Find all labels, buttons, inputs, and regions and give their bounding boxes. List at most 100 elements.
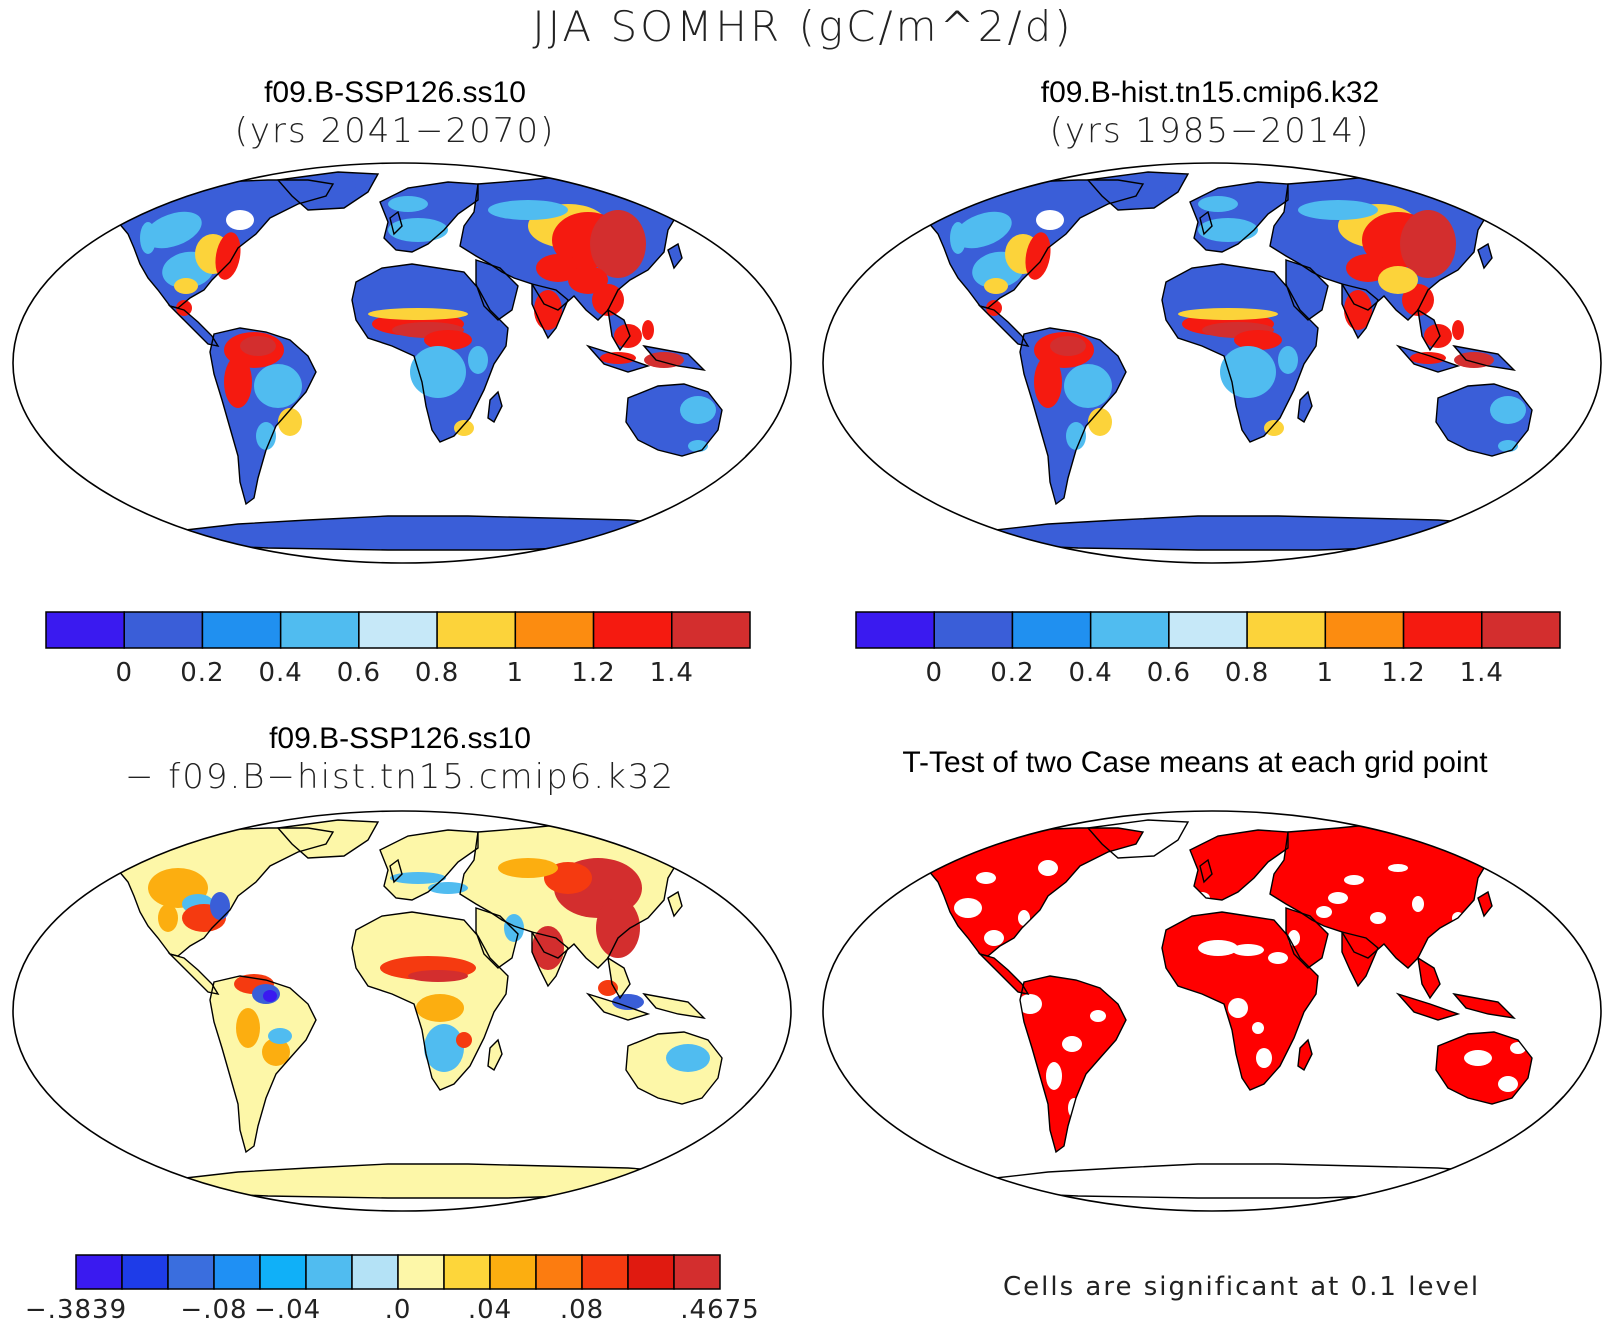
colorbar-label: 0.6 (1147, 658, 1191, 688)
colorbar-swatch (305, 1254, 353, 1290)
colorbar-label: 1 (507, 658, 525, 688)
years-range: (yrs 2041−2070) (234, 111, 556, 151)
significant-seAsia (1418, 958, 1440, 998)
colorbar-label: 0.6 (337, 658, 381, 688)
significant-asia (1270, 822, 1508, 968)
significant-indonesia1 (1398, 994, 1458, 1020)
colorbar-bottom-left: −.3839 −.08 −.04 .0 .04 .08 .4675 (25, 1254, 759, 1323)
map-frame (12, 810, 792, 1212)
land-centralAmerica (170, 306, 218, 346)
land-indonesia2 (644, 994, 704, 1018)
land-madagascar (488, 392, 502, 422)
significant-northAmerica (916, 828, 1143, 956)
colorbar-label: .08 (560, 1295, 604, 1323)
map-top-right (822, 162, 1602, 564)
colorbar-swatch (514, 611, 595, 649)
case-name: f09.B-SSP126.ss10 (269, 722, 531, 755)
colorbar-label: −.04 (254, 1295, 321, 1323)
panel-title-bottom-right: T-Test of two Case means at each grid po… (830, 748, 1560, 778)
significant-centralAmerica (980, 954, 1028, 994)
main-title: JJA SOMHR (gC/m^2/d) (532, 2, 1074, 51)
colorbar-swatch (673, 1254, 721, 1290)
map-frame (822, 810, 1602, 1212)
colorbar-swatch (75, 1254, 123, 1290)
colorbar-swatch (201, 611, 282, 649)
colorbar-label: .0 (385, 1295, 412, 1323)
case-name: f09.B-SSP126.ss10 (264, 76, 526, 109)
colorbar-swatch (1168, 611, 1248, 649)
map-frame (822, 162, 1602, 564)
land-antarctica (168, 516, 708, 550)
case-name: f09.B-hist.tn15.cmip6.k32 (1040, 76, 1380, 109)
colorbar-swatch (1324, 611, 1405, 649)
colorbar-label: 0.4 (1068, 658, 1112, 688)
colorbar-swatch (123, 611, 204, 649)
colorbar-label: 1 (1317, 658, 1335, 688)
panel-title-top-left: f09.B-SSP126.ss10 (yrs 2041−2070) (190, 76, 600, 151)
colorbar-top-left: 0 0.2 0.4 0.6 0.8 1 1.2 1.4 (45, 611, 751, 688)
colorbar-swatch (1402, 611, 1483, 649)
land-seAsia (608, 958, 630, 998)
map-top-left (12, 162, 792, 564)
colorbar-swatch (279, 611, 360, 649)
land-centralAmerica (980, 306, 1028, 346)
difference-label: − f09.B−hist.tn15.cmip6.k32 (124, 757, 676, 797)
colorbar-swatch (1246, 611, 1327, 649)
colorbar-label: 1.4 (650, 658, 694, 688)
colorbar-swatch (581, 1254, 629, 1290)
land-antarctica (978, 516, 1518, 550)
land-southAmerica (210, 976, 316, 1152)
colorbar-label: 0 (925, 658, 943, 688)
colorbar-label: 0 (115, 658, 133, 688)
colorbar-label: 0.2 (180, 658, 224, 688)
significant-india (1342, 932, 1378, 986)
colorbar-swatch (436, 611, 517, 649)
colorbar-label: .4675 (680, 1295, 759, 1323)
colorbar-label: 1.2 (1381, 658, 1425, 688)
colorbar-label: 1.4 (1460, 658, 1504, 688)
land-madagascar (1298, 392, 1312, 422)
colorbar-label: .04 (468, 1295, 512, 1323)
colorbar-swatch (535, 1254, 583, 1290)
colorbar-label: 0.2 (990, 658, 1034, 688)
colorbar-swatch (671, 611, 751, 649)
colorbar-swatch (213, 1254, 261, 1290)
panel-title-bottom-left: f09.B-SSP126.ss10 − f09.B−hist.tn15.cmip… (90, 722, 710, 797)
land-madagascar (488, 1040, 502, 1070)
land-greenland (278, 820, 378, 858)
colorbar-swatch (351, 1254, 399, 1290)
years-range: (yrs 1985−2014) (1049, 111, 1371, 151)
panel-title-top-right: f09.B-hist.tn15.cmip6.k32 (yrs 1985−2014… (970, 76, 1450, 151)
colorbar-swatch (1089, 611, 1170, 649)
colorbar-label: −.3839 (25, 1295, 127, 1323)
colorbar-label: −.08 (180, 1295, 247, 1323)
colorbar-swatch (358, 611, 438, 649)
colorbar-top-right: 0 0.2 0.4 0.6 0.8 1 1.2 1.4 (855, 611, 1561, 688)
map-bottom-left (12, 810, 792, 1212)
colorbar-label: 0.8 (415, 658, 459, 688)
colorbar-swatch (1481, 611, 1561, 649)
colorbar-swatch (627, 1254, 675, 1290)
colorbar-swatch (167, 1254, 215, 1290)
colorbar-label: 1.2 (571, 658, 615, 688)
map-frame (12, 162, 792, 564)
significant-europe (1190, 830, 1288, 900)
colorbar-swatch (592, 611, 673, 649)
colorbar-swatch (855, 611, 935, 649)
colorbar-swatch (489, 1254, 537, 1290)
colorbar-swatch (443, 1254, 491, 1290)
significant-madagascar (1298, 1040, 1312, 1070)
colorbar-label: 0.4 (258, 658, 302, 688)
land-centralAmerica (170, 954, 218, 994)
colorbar-swatch (397, 1254, 445, 1290)
significant-indonesia2 (1454, 994, 1514, 1018)
colorbar-swatch (121, 1254, 169, 1290)
ttest-title: T-Test of two Case means at each grid po… (902, 746, 1488, 779)
colorbar-swatch (259, 1254, 307, 1290)
colorbar-swatch (1011, 611, 1092, 649)
colorbar-label: 0.8 (1225, 658, 1269, 688)
colorbar-swatch (45, 611, 125, 649)
land-antarctica (168, 1164, 708, 1198)
significance-note: Cells are significant at 0.1 level (1003, 1272, 1481, 1302)
map-bottom-right (822, 810, 1602, 1212)
